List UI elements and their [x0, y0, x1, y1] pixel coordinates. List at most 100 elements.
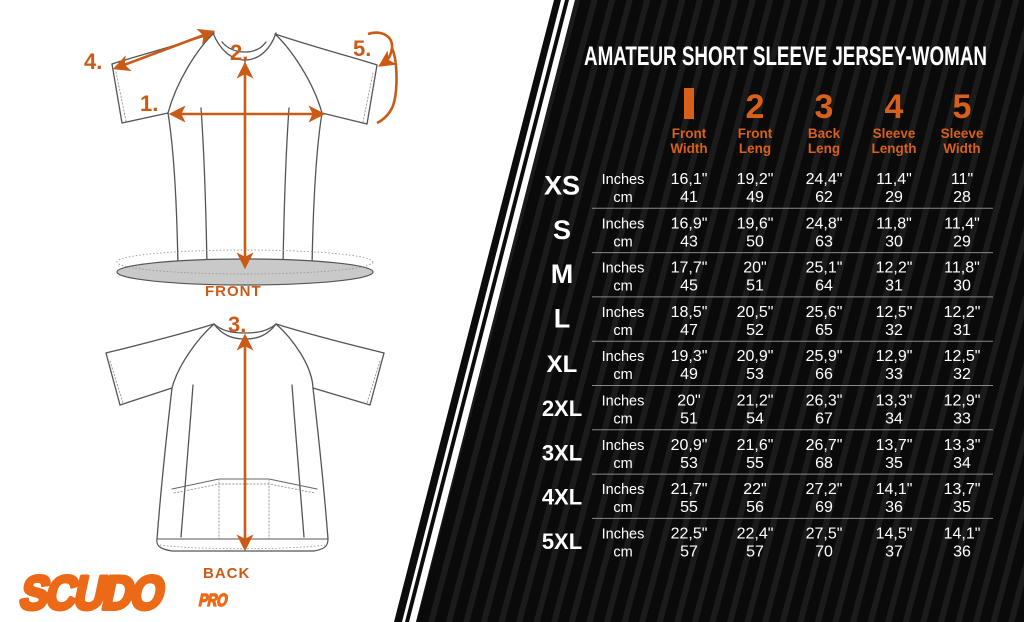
svg-text:34: 34 [885, 411, 903, 428]
svg-text:3: 3 [815, 88, 834, 126]
svg-text:12,2": 12,2" [944, 304, 981, 321]
svg-text:33: 33 [885, 366, 903, 383]
svg-text:18,5": 18,5" [671, 304, 708, 321]
svg-text:12,2": 12,2" [876, 260, 913, 277]
svg-text:22": 22" [743, 481, 766, 498]
svg-text:Width: Width [943, 141, 980, 156]
svg-text:Inches: Inches [602, 349, 645, 365]
svg-text:cm: cm [613, 279, 632, 295]
svg-text:52: 52 [746, 322, 764, 339]
svg-text:55: 55 [680, 499, 698, 516]
svg-text:14,1": 14,1" [944, 525, 981, 542]
svg-text:57: 57 [680, 543, 698, 560]
svg-text:35: 35 [885, 455, 903, 472]
svg-text:20,9": 20,9" [737, 348, 774, 365]
svg-text:36: 36 [953, 543, 971, 560]
svg-text:Leng: Leng [739, 141, 771, 156]
svg-text:16,9": 16,9" [671, 215, 708, 232]
svg-text:Front: Front [672, 126, 707, 141]
svg-text:21,7": 21,7" [671, 481, 708, 498]
svg-text:Inches: Inches [602, 216, 645, 232]
svg-text:5: 5 [953, 88, 972, 126]
svg-text:29: 29 [953, 233, 971, 250]
svg-text:Front: Front [738, 126, 773, 141]
svg-text:4: 4 [885, 88, 904, 126]
svg-text:Inches: Inches [602, 482, 645, 498]
svg-text:Inches: Inches [602, 526, 645, 542]
svg-text:cm: cm [613, 500, 632, 516]
svg-text:11": 11" [951, 171, 973, 188]
svg-text:53: 53 [680, 455, 698, 472]
svg-text:20,5": 20,5" [737, 304, 774, 321]
svg-text:Length: Length [872, 141, 917, 156]
svg-text:22,4": 22,4" [737, 525, 774, 542]
svg-text:cm: cm [613, 367, 632, 383]
svg-text:cm: cm [613, 544, 632, 560]
svg-text:20": 20" [743, 260, 766, 277]
svg-text:65: 65 [815, 322, 833, 339]
svg-text:XL: XL [547, 351, 578, 378]
svg-text:32: 32 [885, 322, 903, 339]
svg-text:54: 54 [746, 411, 764, 428]
svg-text:Inches: Inches [602, 261, 645, 277]
svg-text:69: 69 [815, 499, 833, 516]
svg-text:25,6": 25,6" [806, 304, 843, 321]
svg-text:21,2": 21,2" [737, 393, 774, 410]
svg-text:68: 68 [815, 455, 833, 472]
svg-text:cm: cm [613, 190, 632, 206]
svg-text:25,1": 25,1" [806, 260, 843, 277]
svg-text:4XL: 4XL [542, 485, 582, 510]
svg-text:51: 51 [680, 411, 698, 428]
svg-text:55: 55 [746, 455, 764, 472]
svg-text:12,9": 12,9" [944, 393, 981, 410]
svg-text:24,4": 24,4" [806, 171, 843, 188]
svg-text:L: L [554, 304, 571, 334]
svg-text:13,7": 13,7" [876, 437, 913, 454]
svg-text:3XL: 3XL [542, 440, 582, 465]
svg-text:27,5": 27,5" [806, 525, 843, 542]
svg-text:29: 29 [885, 189, 903, 206]
svg-text:13,7": 13,7" [944, 481, 981, 498]
svg-text:26,7": 26,7" [806, 437, 843, 454]
svg-text:XS: XS [544, 171, 580, 201]
svg-text:13,3": 13,3" [876, 393, 913, 410]
svg-text:30: 30 [953, 278, 971, 295]
svg-text:43: 43 [680, 233, 698, 250]
svg-text:5XL: 5XL [542, 529, 582, 554]
svg-text:16,1": 16,1" [671, 171, 708, 188]
svg-text:21,6": 21,6" [737, 437, 774, 454]
svg-text:32: 32 [953, 366, 971, 383]
svg-text:45: 45 [680, 278, 698, 295]
svg-text:11,4": 11,4" [876, 171, 912, 188]
svg-text:24,8": 24,8" [806, 215, 843, 232]
svg-text:33: 33 [953, 411, 971, 428]
svg-text:64: 64 [815, 278, 833, 295]
svg-text:25,9": 25,9" [806, 348, 843, 365]
svg-text:M: M [551, 259, 574, 289]
svg-text:Back: Back [808, 126, 841, 141]
svg-text:2: 2 [746, 88, 765, 126]
svg-text:19,6": 19,6" [737, 215, 774, 232]
svg-text:12,5": 12,5" [944, 348, 981, 365]
svg-text:35: 35 [953, 499, 971, 516]
svg-text:20": 20" [677, 393, 700, 410]
svg-text:27,2": 27,2" [806, 481, 843, 498]
svg-text:Sleeve: Sleeve [941, 126, 984, 141]
svg-text:12,9": 12,9" [876, 348, 913, 365]
svg-text:57: 57 [746, 543, 764, 560]
svg-text:11,8": 11,8" [876, 215, 912, 232]
svg-text:Width: Width [670, 141, 707, 156]
svg-text:36: 36 [885, 499, 903, 516]
svg-text:34: 34 [953, 455, 971, 472]
svg-text:20,9": 20,9" [671, 437, 708, 454]
svg-text:Inches: Inches [602, 305, 645, 321]
svg-text:19,3": 19,3" [671, 348, 708, 365]
svg-text:19,2": 19,2" [737, 171, 774, 188]
svg-text:31: 31 [953, 322, 971, 339]
svg-text:S: S [553, 215, 571, 245]
svg-text:26,3": 26,3" [806, 393, 843, 410]
svg-text:31: 31 [885, 278, 903, 295]
svg-text:53: 53 [746, 366, 764, 383]
svg-text:11,8": 11,8" [944, 260, 980, 277]
svg-text:Sleeve: Sleeve [873, 126, 916, 141]
